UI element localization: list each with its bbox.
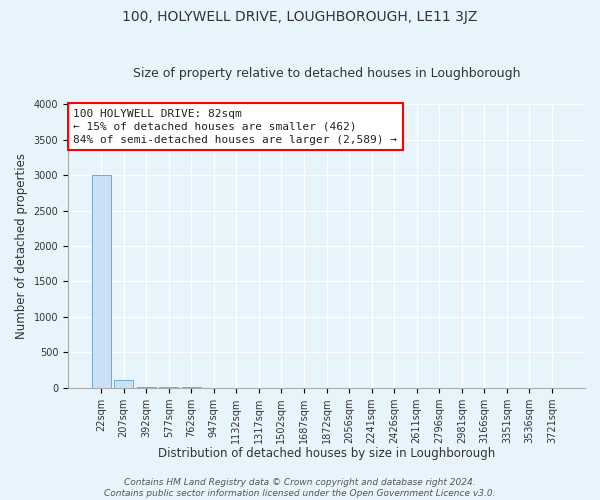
- Y-axis label: Number of detached properties: Number of detached properties: [15, 153, 28, 339]
- Text: Contains HM Land Registry data © Crown copyright and database right 2024.
Contai: Contains HM Land Registry data © Crown c…: [104, 478, 496, 498]
- Bar: [92, 175, 110, 388]
- Text: 100, HOLYWELL DRIVE, LOUGHBOROUGH, LE11 3JZ: 100, HOLYWELL DRIVE, LOUGHBOROUGH, LE11 …: [122, 10, 478, 24]
- Bar: [114, 380, 133, 388]
- Text: 100 HOLYWELL DRIVE: 82sqm
← 15% of detached houses are smaller (462)
84% of semi: 100 HOLYWELL DRIVE: 82sqm ← 15% of detac…: [73, 108, 397, 145]
- Title: Size of property relative to detached houses in Loughborough: Size of property relative to detached ho…: [133, 66, 520, 80]
- X-axis label: Distribution of detached houses by size in Loughborough: Distribution of detached houses by size …: [158, 447, 495, 460]
